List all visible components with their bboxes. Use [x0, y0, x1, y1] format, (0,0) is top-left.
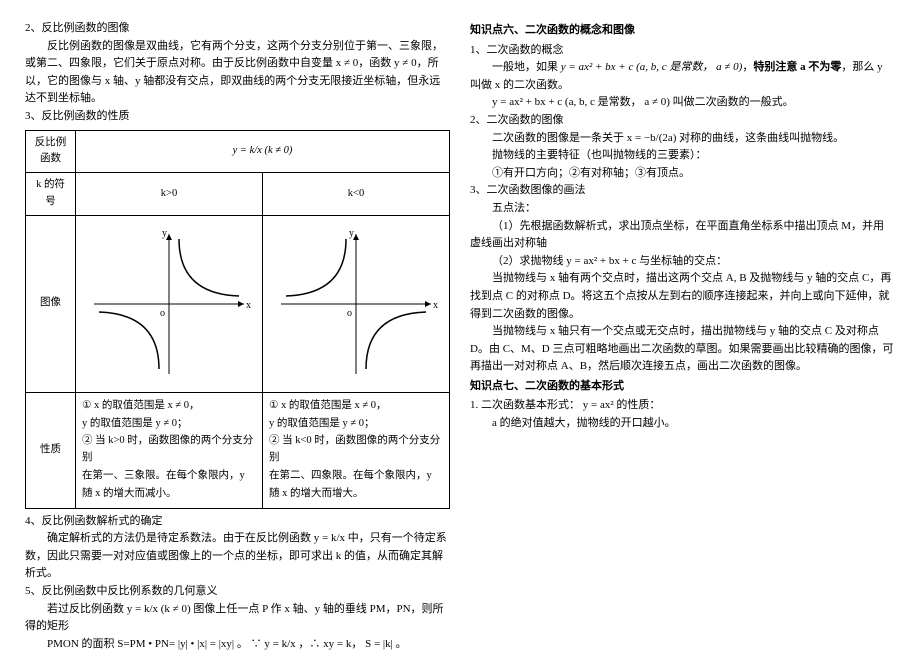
- svg-text:x: x: [246, 300, 251, 311]
- svg-text:x: x: [433, 300, 438, 311]
- sec2-p1: 反比例函数的图像是双曲线，它有两个分支，这两个分支分别位于第一、三象限，或第二、…: [25, 38, 450, 108]
- r-sec2-p2: 抛物线的主要特征（也叫抛物线的三要素）：: [470, 147, 895, 165]
- r-sec3-p4: 当抛物线与 x 轴只有一个交点或无交点时，描出抛物线与 y 轴的交点 C 及对称…: [470, 323, 895, 376]
- graph-pos-cell: x y o: [76, 215, 263, 392]
- r-sec2-title: 2、二次函数的图像: [470, 112, 895, 130]
- graph-neg-cell: x y o: [263, 215, 450, 392]
- r-sec1-title: 1、二次函数的概念: [470, 42, 895, 60]
- pn3: ② 当 k<0 时，函数图像的两个分支分别: [269, 433, 443, 467]
- svg-text:o: o: [160, 308, 165, 319]
- pn2: y 的取值范围是 y ≠ 0；: [269, 416, 443, 433]
- r-sec3-title: 3、二次函数图像的画法: [470, 182, 895, 200]
- r-sec2-p3: ①有开口方向；②有对称轴；③有顶点。: [470, 165, 895, 183]
- r-sec7-p2: a 的绝对值越大，抛物线的开口越小。: [470, 415, 895, 433]
- hyperbola-pos-icon: x y o: [84, 224, 254, 384]
- pn1: ① x 的取值范围是 x ≠ 0，: [269, 398, 443, 415]
- sec4-title: 4、反比例函数解析式的确定: [25, 513, 450, 531]
- h7-title: 知识点七、二次函数的基本形式: [470, 378, 895, 396]
- prop-pos: ① x 的取值范围是 x ≠ 0， y 的取值范围是 y ≠ 0； ② 当 k>…: [76, 392, 263, 508]
- pn5: 随 x 的增大而增大。: [269, 486, 443, 503]
- h6-title: 知识点六、二次函数的概念和图像: [470, 22, 895, 40]
- hyperbola-neg-icon: x y o: [271, 224, 441, 384]
- row1-label: 反比例函数: [26, 130, 76, 173]
- pp5: 随 x 的增大而减小。: [82, 486, 256, 503]
- sec3-title: 3、反比例函数的性质: [25, 108, 450, 126]
- sec4-p1: 确定解析式的方法仍是待定系数法。由于在反比例函数 y = k/x 中，只有一个待…: [25, 530, 450, 583]
- r-sec1-p1: 一般地，如果 y = ax² + bx + c (a, b, c 是常数， a …: [470, 59, 895, 94]
- sec5-p1: 若过反比例函数 y = k/x (k ≠ 0) 图像上任一点 P 作 x 轴、y…: [25, 601, 450, 636]
- r-sec3-sub: 五点法：: [470, 200, 895, 218]
- pp4: 在第一、三象限。在每个象限内，y: [82, 468, 256, 485]
- r-sec1-p2: y = ax² + bx + c (a, b, c 是常数， a ≠ 0) 叫做…: [470, 94, 895, 112]
- svg-text:o: o: [347, 308, 352, 319]
- row1-formula: y = k/x (k ≠ 0): [76, 130, 450, 173]
- pp3: ② 当 k>0 时，函数图像的两个分支分别: [82, 433, 256, 467]
- left-column: 2、反比例函数的图像 反比例函数的图像是双曲线，它有两个分支，这两个分支分别位于…: [15, 20, 460, 630]
- sec5-title: 5、反比例函数中反比例系数的几何意义: [25, 583, 450, 601]
- row4-label: 性质: [26, 392, 76, 508]
- sec2-title: 2、反比例函数的图像: [25, 20, 450, 38]
- pp2: y 的取值范围是 y ≠ 0；: [82, 416, 256, 433]
- svg-text:y: y: [349, 228, 354, 239]
- r-sec3-p3: 当抛物线与 x 轴有两个交点时，描出这两个交点 A, B 及抛物线与 y 轴的交…: [470, 270, 895, 323]
- prop-neg: ① x 的取值范围是 x ≠ 0， y 的取值范围是 y ≠ 0； ② 当 k<…: [263, 392, 450, 508]
- svg-text:y: y: [162, 228, 167, 239]
- sec5-p2: PMON 的面积 S=PM • PN= |y| • |x| = |xy| 。 ∵…: [25, 636, 450, 653]
- right-column: 知识点六、二次函数的概念和图像 1、二次函数的概念 一般地，如果 y = ax²…: [460, 20, 905, 630]
- k-pos: k>0: [76, 173, 263, 216]
- properties-table: 反比例函数 y = k/x (k ≠ 0) k 的符号 k>0 k<0 图像 x…: [25, 130, 450, 509]
- pp1: ① x 的取值范围是 x ≠ 0，: [82, 398, 256, 415]
- r-sec3-p2: （2）求抛物线 y = ax² + bx + c 与坐标轴的交点：: [470, 253, 895, 271]
- r-sec2-p1: 二次函数的图像是一条关于 x = −b/(2a) 对称的曲线，这条曲线叫抛物线。: [470, 130, 895, 148]
- r-sec3-p1: （1）先根据函数解析式，求出顶点坐标，在平面直角坐标系中描出顶点 M，并用虚线画…: [470, 218, 895, 253]
- row2-label: k 的符号: [26, 173, 76, 216]
- r-sec7-p1: 1. 二次函数基本形式： y = ax² 的性质：: [470, 397, 895, 415]
- k-neg: k<0: [263, 173, 450, 216]
- row3-label: 图像: [26, 215, 76, 392]
- pn4: 在第二、四象限。在每个象限内，y: [269, 468, 443, 485]
